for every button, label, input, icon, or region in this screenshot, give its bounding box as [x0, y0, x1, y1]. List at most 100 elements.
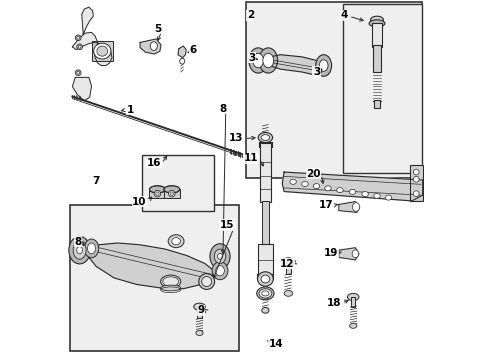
Text: 14: 14: [268, 339, 283, 349]
Ellipse shape: [73, 241, 86, 259]
Ellipse shape: [77, 36, 80, 39]
Text: 3: 3: [247, 53, 255, 63]
Ellipse shape: [87, 243, 95, 254]
Ellipse shape: [160, 285, 181, 291]
Ellipse shape: [301, 181, 307, 186]
Bar: [285, 262, 291, 274]
Ellipse shape: [199, 274, 214, 289]
Ellipse shape: [261, 291, 268, 296]
Ellipse shape: [261, 275, 269, 283]
Ellipse shape: [248, 48, 267, 73]
Ellipse shape: [75, 35, 81, 41]
Ellipse shape: [201, 276, 211, 287]
Bar: [142, 155, 213, 211]
Ellipse shape: [258, 289, 271, 298]
Ellipse shape: [150, 42, 157, 50]
Ellipse shape: [77, 247, 82, 254]
Polygon shape: [86, 243, 213, 289]
Polygon shape: [140, 39, 161, 54]
Text: 18: 18: [326, 298, 340, 308]
Ellipse shape: [217, 253, 222, 259]
Ellipse shape: [282, 258, 294, 266]
Ellipse shape: [97, 46, 107, 56]
Bar: [91, 41, 113, 61]
Ellipse shape: [77, 44, 82, 50]
Text: 7: 7: [92, 176, 100, 186]
Text: 20: 20: [305, 168, 320, 179]
Bar: [149, 189, 165, 198]
Text: 6: 6: [189, 45, 197, 55]
Ellipse shape: [170, 192, 173, 195]
Ellipse shape: [77, 71, 80, 74]
Ellipse shape: [163, 186, 179, 193]
Ellipse shape: [168, 235, 183, 248]
Ellipse shape: [412, 176, 418, 182]
Bar: [258, 244, 272, 274]
Ellipse shape: [168, 190, 175, 197]
Bar: [245, 2, 421, 178]
Ellipse shape: [75, 70, 81, 76]
Ellipse shape: [373, 193, 380, 198]
Ellipse shape: [154, 190, 160, 197]
Ellipse shape: [313, 184, 319, 189]
Ellipse shape: [370, 16, 383, 23]
Ellipse shape: [258, 48, 277, 73]
Bar: [261, 201, 268, 246]
Polygon shape: [72, 32, 112, 66]
Ellipse shape: [319, 60, 327, 71]
Ellipse shape: [348, 189, 355, 194]
Ellipse shape: [368, 20, 384, 27]
Ellipse shape: [412, 191, 418, 197]
Text: 11: 11: [243, 153, 258, 163]
Ellipse shape: [258, 132, 272, 143]
Ellipse shape: [78, 45, 81, 48]
Text: 19: 19: [323, 248, 337, 258]
Text: 9: 9: [197, 305, 204, 315]
Ellipse shape: [84, 239, 99, 258]
Polygon shape: [178, 46, 186, 58]
Text: 12: 12: [279, 258, 294, 269]
Bar: [409, 165, 422, 201]
Text: 10: 10: [132, 197, 146, 207]
Ellipse shape: [209, 244, 230, 269]
Ellipse shape: [261, 307, 268, 313]
Ellipse shape: [284, 291, 292, 296]
Polygon shape: [282, 172, 422, 201]
Ellipse shape: [214, 249, 225, 264]
Ellipse shape: [324, 186, 330, 191]
Text: 15: 15: [220, 220, 234, 230]
Bar: [343, 4, 421, 173]
Ellipse shape: [196, 330, 203, 336]
Text: 4: 4: [339, 10, 347, 20]
Text: 2: 2: [246, 10, 253, 20]
Bar: [70, 205, 239, 351]
Ellipse shape: [252, 53, 263, 68]
Polygon shape: [266, 55, 323, 75]
Ellipse shape: [69, 237, 90, 264]
Bar: [163, 189, 179, 198]
Ellipse shape: [263, 53, 273, 68]
Ellipse shape: [149, 186, 165, 193]
Polygon shape: [72, 77, 91, 101]
Polygon shape: [338, 248, 358, 260]
Ellipse shape: [155, 192, 159, 195]
Polygon shape: [81, 7, 93, 34]
Ellipse shape: [349, 323, 356, 328]
Text: 8: 8: [74, 237, 81, 247]
Ellipse shape: [212, 262, 227, 280]
Ellipse shape: [351, 250, 358, 258]
Bar: [373, 45, 380, 72]
Text: 16: 16: [146, 158, 161, 168]
Text: 8: 8: [219, 104, 226, 114]
Ellipse shape: [347, 293, 358, 301]
Ellipse shape: [336, 188, 343, 193]
Bar: [350, 297, 355, 307]
Ellipse shape: [385, 195, 391, 200]
Ellipse shape: [215, 266, 224, 276]
Text: 3: 3: [312, 67, 320, 77]
Ellipse shape: [412, 169, 418, 175]
Ellipse shape: [315, 55, 331, 76]
Ellipse shape: [361, 192, 367, 197]
Text: 1: 1: [126, 105, 133, 115]
Bar: [197, 306, 202, 318]
